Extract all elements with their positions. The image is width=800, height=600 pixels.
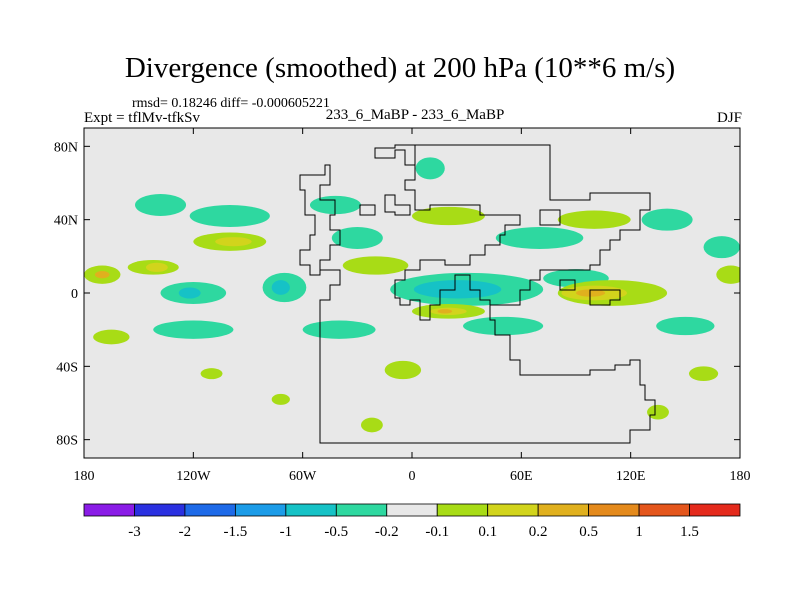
contour-blob-3 <box>415 157 445 180</box>
continent-outline-americas <box>299 164 656 444</box>
x-tick-label-0: 180 <box>74 469 95 484</box>
colorbar-label-11: 1.5 <box>680 524 699 540</box>
colorbar-label-3: -1 <box>280 524 293 540</box>
contour-blob-31 <box>271 393 290 405</box>
chart-title: Divergence (smoothed) at 200 hPa (10**6 … <box>124 52 676 84</box>
y-tick-label-4: 80S <box>56 434 78 449</box>
contour-blob-0 <box>135 194 187 216</box>
colorbar-label-5: -0.2 <box>375 524 399 540</box>
contour-blob-23 <box>557 210 631 229</box>
season-label: DJF <box>716 110 742 126</box>
contour-blob-39 <box>576 289 606 297</box>
colorbar-label-10: 1 <box>635 524 643 540</box>
continent-outline-africa-eurasia <box>374 144 651 321</box>
contour-blob-15 <box>656 316 715 336</box>
contour-blob-12 <box>153 320 234 339</box>
x-tick-label-6: 180 <box>730 469 751 484</box>
stats-text: rmsd= 0.18246 diff= -0.000605221 <box>132 96 330 111</box>
x-tick-label-1: 120W <box>176 469 211 484</box>
contour-blob-21 <box>342 256 409 275</box>
colorbar-swatch-1 <box>134 503 186 517</box>
contour-blob-29 <box>200 368 223 380</box>
contour-blob-32 <box>360 417 383 433</box>
y-tick-label-1: 40N <box>54 214 78 229</box>
x-tick-label-4: 60E <box>510 469 533 484</box>
contour-blob-16 <box>271 280 290 295</box>
contour-blob-28 <box>384 360 422 380</box>
colorbar: -3 -2 -1.5 -1 -0.5 -0.2 -0.1 0.1 0.2 0.5 1 1.5 <box>83 503 741 540</box>
colorbar-swatch-12 <box>689 503 741 517</box>
contour-blob-7 <box>703 236 740 259</box>
contour-blob-14 <box>463 316 544 336</box>
colorbar-swatch-8 <box>487 503 539 517</box>
continent-outlines <box>299 144 656 444</box>
colorbar-swatch-2 <box>184 503 236 517</box>
x-tick-label-5: 120E <box>616 469 646 484</box>
colorbar-swatch-10 <box>588 503 640 517</box>
colorbar-label-8: 0.2 <box>529 524 548 540</box>
x-axis: 180 120W 60W 0 60E 120E 180 <box>74 128 751 484</box>
contour-blob-6 <box>641 208 693 231</box>
colorbar-swatch-5 <box>335 503 388 517</box>
contour-fill-layer <box>84 157 740 433</box>
colorbar-swatch-3 <box>234 503 287 517</box>
y-tick-label-2: 0 <box>71 287 78 302</box>
colorbar-label-6: -0.1 <box>425 524 449 540</box>
colorbar-label-2: -1.5 <box>224 524 248 540</box>
contour-blob-26 <box>716 265 740 284</box>
colorbar-swatch-4 <box>285 503 337 517</box>
y-tick-label-0: 80N <box>54 140 78 155</box>
contour-blob-18 <box>413 280 502 299</box>
y-axis: 80N 40N 0 40S 80S <box>54 140 740 449</box>
y-tick-label-3: 40S <box>56 360 78 375</box>
x-tick-label-3: 0 <box>409 469 416 484</box>
contour-blob-13 <box>302 320 376 339</box>
contour-blob-22 <box>412 206 485 226</box>
colorbar-label-9: 0.5 <box>579 524 598 540</box>
contour-blob-30 <box>93 329 130 345</box>
colorbar-swatch-0 <box>83 503 135 517</box>
expt-label: Expt = tflMv-tfkSv <box>84 110 200 126</box>
colorbar-label-1: -2 <box>179 524 192 540</box>
contour-blob-40 <box>437 309 453 314</box>
contour-blob-17 <box>178 287 201 299</box>
contour-blob-41 <box>94 271 110 279</box>
colorbar-swatch-11 <box>638 503 690 517</box>
contour-blob-36 <box>215 237 252 247</box>
colorbar-label-4: -0.5 <box>324 524 348 540</box>
colorbar-label-7: 0.1 <box>478 524 497 540</box>
colorbar-swatch-9 <box>537 503 590 517</box>
contour-blob-4 <box>331 227 383 249</box>
colorbar-label-0: -3 <box>128 524 141 540</box>
colorbar-swatch-6 <box>386 503 438 517</box>
colorbar-swatch-7 <box>436 503 489 517</box>
contour-blob-35 <box>145 262 168 272</box>
contour-blob-1 <box>189 205 270 227</box>
continent-outline-europe <box>359 194 411 216</box>
contour-blob-34 <box>647 404 669 420</box>
contour-blob-5 <box>495 227 584 249</box>
x-tick-label-2: 60W <box>289 469 317 484</box>
case-label: 233_6_MaBP - 233_6_MaBP <box>325 107 505 123</box>
contour-blob-33 <box>688 366 719 381</box>
continent-outline-asia-islands <box>539 209 621 306</box>
